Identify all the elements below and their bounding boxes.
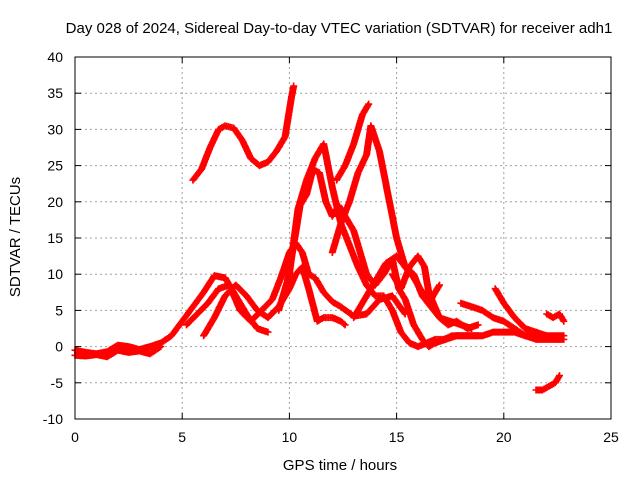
tick-layer: 0 5 10 15 20 25 -10 -5 0 5 10 15 20 25 30 35 40 [43, 49, 619, 445]
x-tick-label: 10 [282, 429, 298, 445]
x-tick-label: 20 [496, 429, 512, 445]
series-trace-13 [491, 285, 568, 343]
y-tick-label: -10 [43, 411, 63, 427]
series-markers [543, 310, 568, 325]
y-tick-label: 0 [55, 339, 63, 355]
x-tick-label: 5 [178, 429, 186, 445]
y-tick-label: 35 [47, 85, 63, 101]
grid-lines [75, 57, 611, 419]
series-markers [285, 140, 561, 351]
series-markers [333, 100, 373, 184]
series-markers [532, 372, 563, 394]
y-tick-label: 25 [47, 158, 63, 174]
series-trace-7 [285, 140, 561, 351]
series-trace-15 [543, 310, 568, 325]
x-axis-label: GPS time / hours [283, 457, 397, 474]
y-tick-label: 20 [47, 194, 63, 210]
series-trace-3 [189, 82, 298, 184]
y-axis-label: SDTVAR / TECUs [7, 177, 24, 297]
y-tick-label: 40 [47, 49, 63, 65]
y-tick-label: 10 [47, 266, 63, 282]
series-markers [189, 82, 298, 184]
series-trace-14 [532, 372, 563, 394]
series-trace-11 [388, 252, 476, 332]
x-tick-label: 0 [71, 429, 79, 445]
y-tick-label: 30 [47, 121, 63, 137]
series-markers [388, 252, 476, 332]
y-tick-label: 15 [47, 230, 63, 246]
y-tick-label: 5 [55, 302, 63, 318]
x-tick-label: 15 [389, 429, 405, 445]
data-layer [71, 82, 568, 394]
x-tick-label: 25 [603, 429, 619, 445]
series-trace-9 [333, 100, 373, 184]
series-markers [491, 285, 568, 343]
chart-title: Day 028 of 2024, Sidereal Day-to-day VTE… [66, 20, 613, 37]
y-tick-label: -5 [51, 375, 64, 391]
